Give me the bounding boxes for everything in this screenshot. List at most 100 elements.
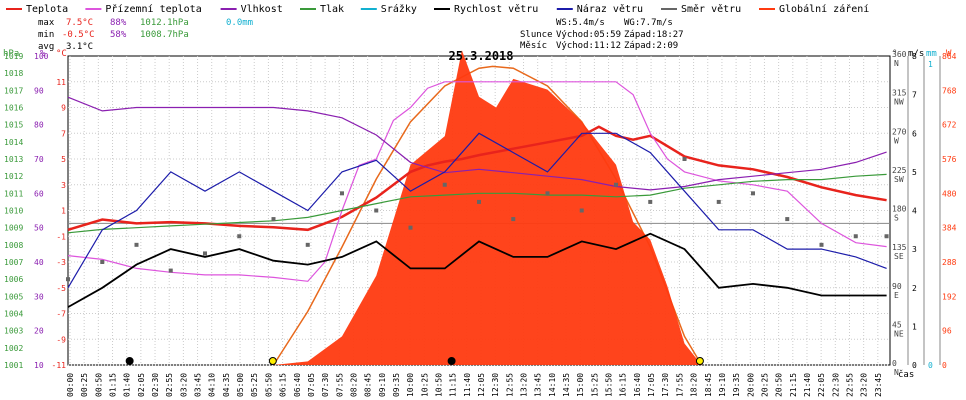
x-tick-label: 10:00	[406, 373, 415, 397]
x-tick-label: 07:30	[321, 373, 330, 397]
x-tick-label: 23:45	[874, 373, 883, 397]
x-tick-label: 02:05	[137, 373, 146, 397]
radiation-tick-label: 480	[942, 189, 957, 198]
pressure-tick-label: 1011	[4, 189, 23, 198]
x-tick-label: 18:45	[704, 373, 713, 397]
temperature-tick-label: -5	[56, 284, 66, 293]
wind-direction-point	[545, 191, 550, 196]
x-tick-label: 08:20	[349, 373, 358, 397]
stat-avg-label: avg	[38, 42, 54, 52]
compass-label: N	[894, 368, 899, 377]
legend-label: Směr větru	[681, 3, 741, 15]
compass-label: NW	[894, 98, 904, 107]
radiation-tick-label: 96	[942, 327, 952, 336]
pressure-tick-label: 1003	[4, 327, 23, 336]
series-lines	[67, 81, 887, 308]
pressure-tick-label: 1008	[4, 241, 23, 250]
radiation-tick-label: 192	[942, 292, 957, 301]
wind-direction-point	[203, 251, 207, 256]
wind-tick-label: 3	[912, 245, 917, 254]
radiation-area	[272, 50, 703, 366]
stat-max-label: max	[38, 18, 55, 28]
x-tick-label: 17:55	[675, 373, 684, 397]
compass-label: SW	[894, 175, 904, 184]
x-tick-label: 09:10	[378, 373, 387, 397]
wind-direction-point	[682, 157, 687, 161]
legend-label: Globální záření	[779, 3, 869, 15]
stat-max-temp: 7.5°C	[66, 18, 93, 28]
wind-tick-label: 7	[912, 91, 917, 100]
wind-direction-point	[237, 234, 242, 239]
series-line-rychlost-v-tru	[67, 232, 887, 308]
compass-label: E	[894, 291, 899, 300]
series-line-teplota	[67, 125, 887, 232]
temperature-tick-label: 1	[61, 207, 66, 216]
pressure-tick-label: 1007	[4, 258, 23, 267]
wind-direction-point	[785, 217, 790, 222]
wind-tick-label: 1	[912, 322, 917, 331]
moonset-marker	[125, 357, 134, 365]
moon-set: Západ:2:09	[624, 41, 678, 51]
x-tick-label: 15:00	[576, 373, 585, 397]
wind-tick-label: 5	[912, 168, 917, 177]
x-tick-label: 12:05	[477, 373, 486, 397]
pressure-tick-label: 1005	[4, 292, 23, 301]
wind-direction-point	[751, 191, 755, 196]
x-tick-label: 17:05	[647, 373, 656, 397]
rain-tick-label: 0	[928, 361, 933, 370]
x-tick-label: 16:15	[619, 373, 628, 397]
x-tick-label: 11:40	[463, 373, 472, 397]
x-tick-label: 10:25	[420, 373, 429, 397]
x-tick-label: 06:40	[293, 373, 302, 397]
sunrise-marker	[268, 357, 277, 365]
legend-label: Teplota	[26, 4, 68, 15]
x-tick-label: 14:35	[562, 373, 571, 397]
pressure-tick-label: 1009	[4, 224, 23, 233]
unit-ms: m/s	[908, 49, 924, 59]
legend-label: Tlak	[320, 4, 344, 15]
x-tick-label: 15:25	[590, 373, 599, 397]
unit-hpa: hPa	[3, 49, 19, 59]
x-tick-label: 13:20	[520, 373, 529, 397]
humidity-tick-label: 30	[34, 292, 44, 301]
x-tick-label: 20:50	[775, 373, 784, 397]
legend-label: Vlhkost	[241, 4, 283, 15]
x-tick-label: 22:05	[817, 373, 826, 397]
x-tick-label: 19:35	[732, 373, 741, 397]
legend-label: Přízemní teplota	[105, 3, 201, 15]
humidity-tick-label: 10	[34, 361, 44, 370]
unit-deg: °	[892, 49, 897, 59]
moon-label: Měsíc	[520, 41, 547, 51]
temperature-tick-label: 5	[61, 155, 66, 164]
x-tick-label: 04:35	[222, 373, 231, 397]
direction-tick-label: 360	[892, 50, 907, 59]
wind-direction-point	[168, 268, 173, 273]
humidity-tick-label: 70	[34, 155, 44, 164]
x-axis-label: čas	[898, 369, 914, 380]
x-tick-label: 11:15	[449, 373, 458, 397]
wind-direction-point	[374, 208, 379, 213]
x-tick-label: 03:45	[194, 373, 203, 397]
unit-w: W	[946, 49, 952, 59]
x-tick-label: 12:55	[505, 373, 514, 397]
direction-tick-label: 225	[892, 166, 907, 175]
legend-label: Rychlost větru	[454, 3, 538, 15]
sun-label: Slunce	[520, 30, 553, 40]
temperature-tick-label: 7	[61, 129, 66, 138]
x-tick-label: 00:00	[66, 373, 75, 397]
unit-pct: %	[40, 49, 46, 59]
wind-direction-point	[100, 260, 105, 264]
temperature-tick-label: -9	[56, 335, 66, 344]
legend-label: Srážky	[381, 3, 417, 15]
direction-tick-label: 45	[892, 320, 902, 329]
pressure-tick-label: 1014	[4, 138, 23, 147]
temperature-tick-label: -1	[56, 232, 66, 241]
x-tick-label: 05:25	[250, 373, 259, 397]
radiation-tick-label: 672	[942, 121, 957, 130]
chart-title: 25.3.2018	[448, 49, 513, 63]
moonrise-marker	[447, 357, 456, 365]
sun-set: Západ:18:27	[624, 30, 684, 40]
stat-min-press: 1008.7hPa	[140, 30, 189, 40]
